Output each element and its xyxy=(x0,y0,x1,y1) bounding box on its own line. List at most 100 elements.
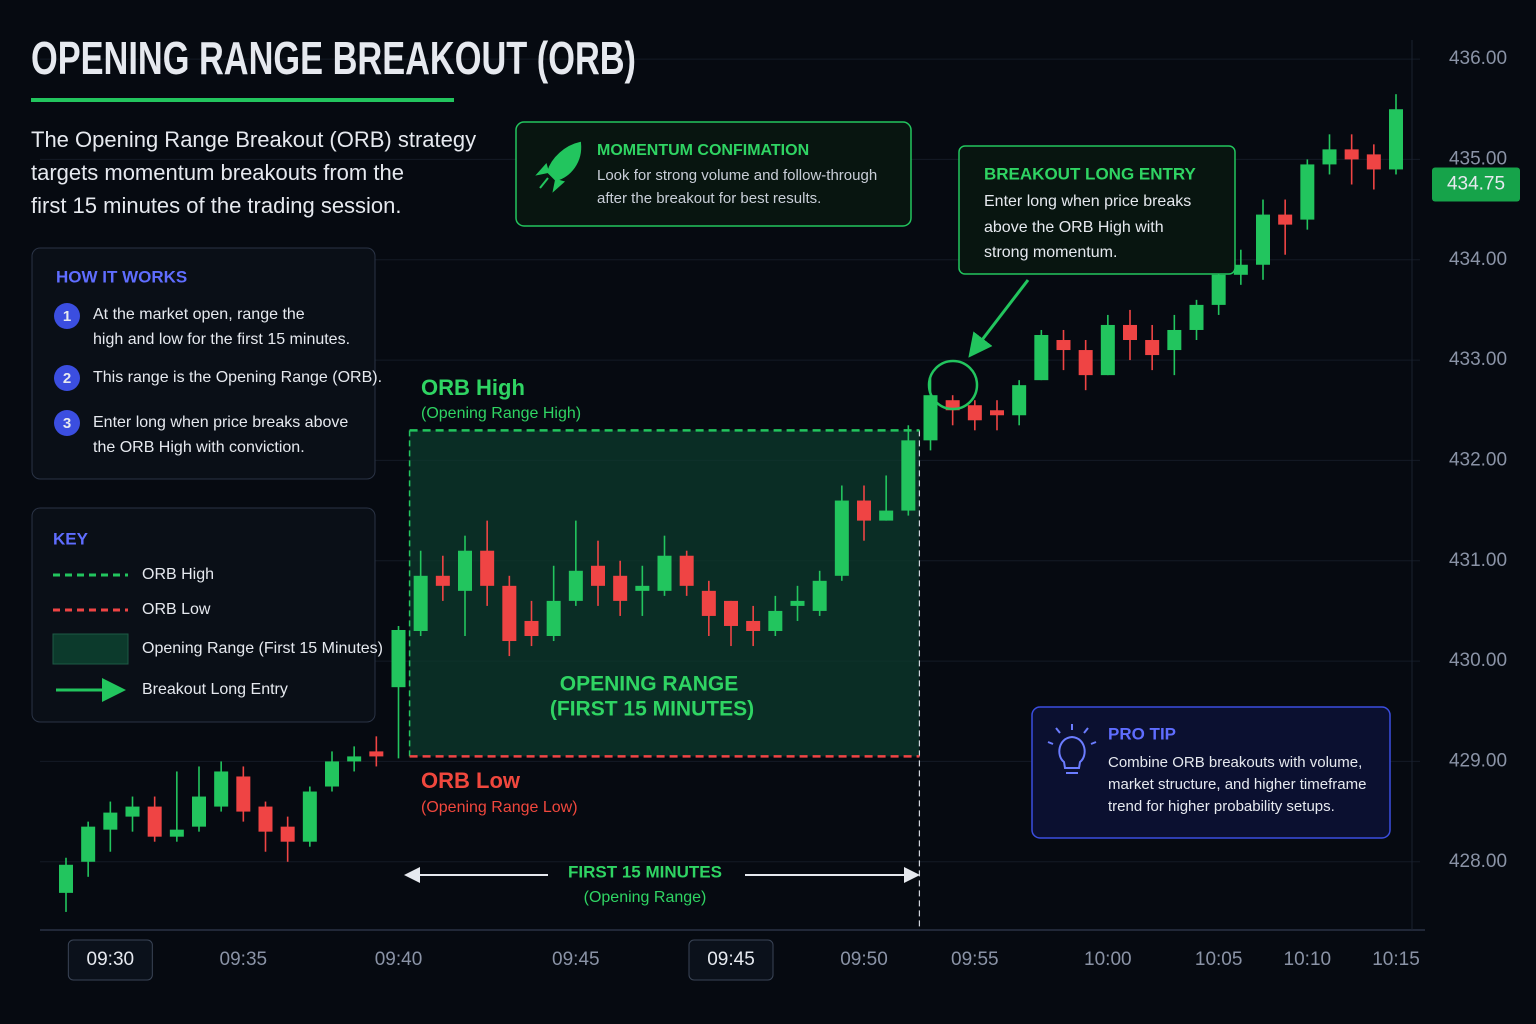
candle-body xyxy=(990,410,1004,416)
y-tick-label: 428.00 xyxy=(1449,851,1507,872)
candle-body xyxy=(169,829,184,837)
momentum-text: after the breakout for best results. xyxy=(597,190,821,207)
entry-circle xyxy=(927,359,979,411)
last-price-tag xyxy=(1432,167,1520,202)
candle-body xyxy=(1145,340,1160,356)
step-badge xyxy=(54,303,80,329)
candle-body xyxy=(59,864,73,893)
candle-body xyxy=(591,565,605,586)
candle-body xyxy=(901,440,916,511)
candle-body xyxy=(1322,149,1337,165)
entry-arrow xyxy=(968,279,1030,358)
tip-text: Combine ORB breakouts with volume, xyxy=(1108,754,1362,771)
candle-body xyxy=(1211,274,1226,305)
candle-body xyxy=(1233,264,1248,275)
candle-body xyxy=(679,555,694,586)
candle-body xyxy=(613,575,628,601)
x-tick-label: 09:50 xyxy=(840,949,888,970)
candle-body xyxy=(103,812,118,830)
candle-body xyxy=(1167,329,1182,351)
candle-body xyxy=(147,806,162,837)
y-tick-label: 436.00 xyxy=(1449,48,1507,69)
how-panel xyxy=(31,247,376,480)
candle-body xyxy=(724,600,738,626)
y-tick-label: 434.00 xyxy=(1449,249,1507,270)
candle-body xyxy=(546,600,561,637)
range-label: (FIRST 15 MINUTES) xyxy=(550,698,754,721)
breakout-text: above the ORB High with xyxy=(984,219,1164,236)
candle-body xyxy=(302,791,317,842)
candle-body xyxy=(480,550,495,586)
orb-high-sub: (Opening Range High) xyxy=(421,405,581,422)
y-tick-label: 431.00 xyxy=(1449,550,1507,571)
key-swatch xyxy=(52,633,129,665)
intro: targets momentum breakouts from the xyxy=(31,160,404,185)
candle-body xyxy=(192,796,206,827)
x-tick-label: 09:40 xyxy=(375,949,423,970)
candle-body xyxy=(458,550,472,591)
x-tick-label: 09:30 xyxy=(87,949,135,970)
candle-body xyxy=(879,510,894,521)
x-tick-label: 10:10 xyxy=(1284,949,1332,970)
orb-high-label: ORB High xyxy=(421,375,525,400)
candle-body xyxy=(125,806,140,817)
candle-body xyxy=(1389,109,1403,170)
candle-body xyxy=(701,590,716,616)
candle-body xyxy=(236,776,251,812)
tip-text: market structure, and higher timeframe xyxy=(1108,776,1366,793)
window-label: FIRST 15 MINUTES xyxy=(568,862,722,881)
momentum-text: Look for strong volume and follow-throug… xyxy=(597,167,877,184)
key-label: Opening Range (First 15 Minutes) xyxy=(142,640,383,657)
candle-body xyxy=(857,500,871,521)
y-tick-label: 433.00 xyxy=(1449,349,1507,370)
orb-low-label: ORB Low xyxy=(421,768,521,793)
step-text: high and low for the first 15 minutes. xyxy=(93,331,350,348)
x-tick-label: 09:45 xyxy=(552,949,600,970)
candle-body xyxy=(325,761,339,787)
candle-body xyxy=(413,575,428,631)
chart: 428.00 429.00 430.00 431.00 432.00 433.00 434.… xyxy=(40,40,1520,981)
momentum-panel xyxy=(515,121,912,227)
candle-body xyxy=(214,771,229,807)
bulb-icon xyxy=(1047,724,1097,774)
candle-body xyxy=(1256,214,1270,265)
how-heading: HOW IT WORKS xyxy=(56,267,187,286)
orb-low-sub: (Opening Range Low) xyxy=(421,799,578,816)
breakout-text: strong momentum. xyxy=(984,244,1117,261)
candle-body xyxy=(923,395,938,441)
title-underline xyxy=(31,98,454,102)
tip-heading: PRO TIP xyxy=(1108,724,1176,743)
candle-body xyxy=(369,751,384,757)
y-tick-label: 435.00 xyxy=(1449,148,1507,169)
intro: first 15 minutes of the trading session. xyxy=(31,193,402,218)
candle-body xyxy=(1034,334,1049,381)
y-tick-label: 430.00 xyxy=(1449,650,1507,671)
key-heading: KEY xyxy=(53,529,89,548)
window-sub: (Opening Range) xyxy=(584,889,707,906)
y-tick-label: 429.00 xyxy=(1449,750,1507,771)
step-number: 1 xyxy=(63,308,71,325)
candle-body xyxy=(502,585,517,642)
step-number: 2 xyxy=(63,370,71,387)
title: OPENING RANGE BREAKOUT (ORB) xyxy=(31,32,636,84)
step-badge xyxy=(54,365,80,391)
candle-body xyxy=(347,756,362,762)
x-tick-highlight xyxy=(688,939,774,981)
step-text: This range is the Opening Range (ORB). xyxy=(93,369,382,386)
key-label: Breakout Long Entry xyxy=(142,681,288,698)
tip-panel xyxy=(1031,706,1391,839)
candle-body xyxy=(524,620,539,637)
x-tick-label: 09:35 xyxy=(220,949,268,970)
last-price-label: 434.75 xyxy=(1447,174,1505,195)
key-label: ORB High xyxy=(142,566,214,583)
range-label: OPENING RANGE xyxy=(560,673,739,696)
breakout-heading: BREAKOUT LONG ENTRY xyxy=(984,164,1197,183)
step-badge xyxy=(54,410,80,436)
candle-body xyxy=(746,620,761,631)
intro: The Opening Range Breakout (ORB) strateg… xyxy=(31,127,476,152)
momentum-heading: MOMENTUM CONFIMATION xyxy=(597,142,809,159)
candle-body xyxy=(1012,385,1027,416)
candle-body xyxy=(967,405,982,421)
x-tick-label: 09:45 xyxy=(707,949,755,970)
